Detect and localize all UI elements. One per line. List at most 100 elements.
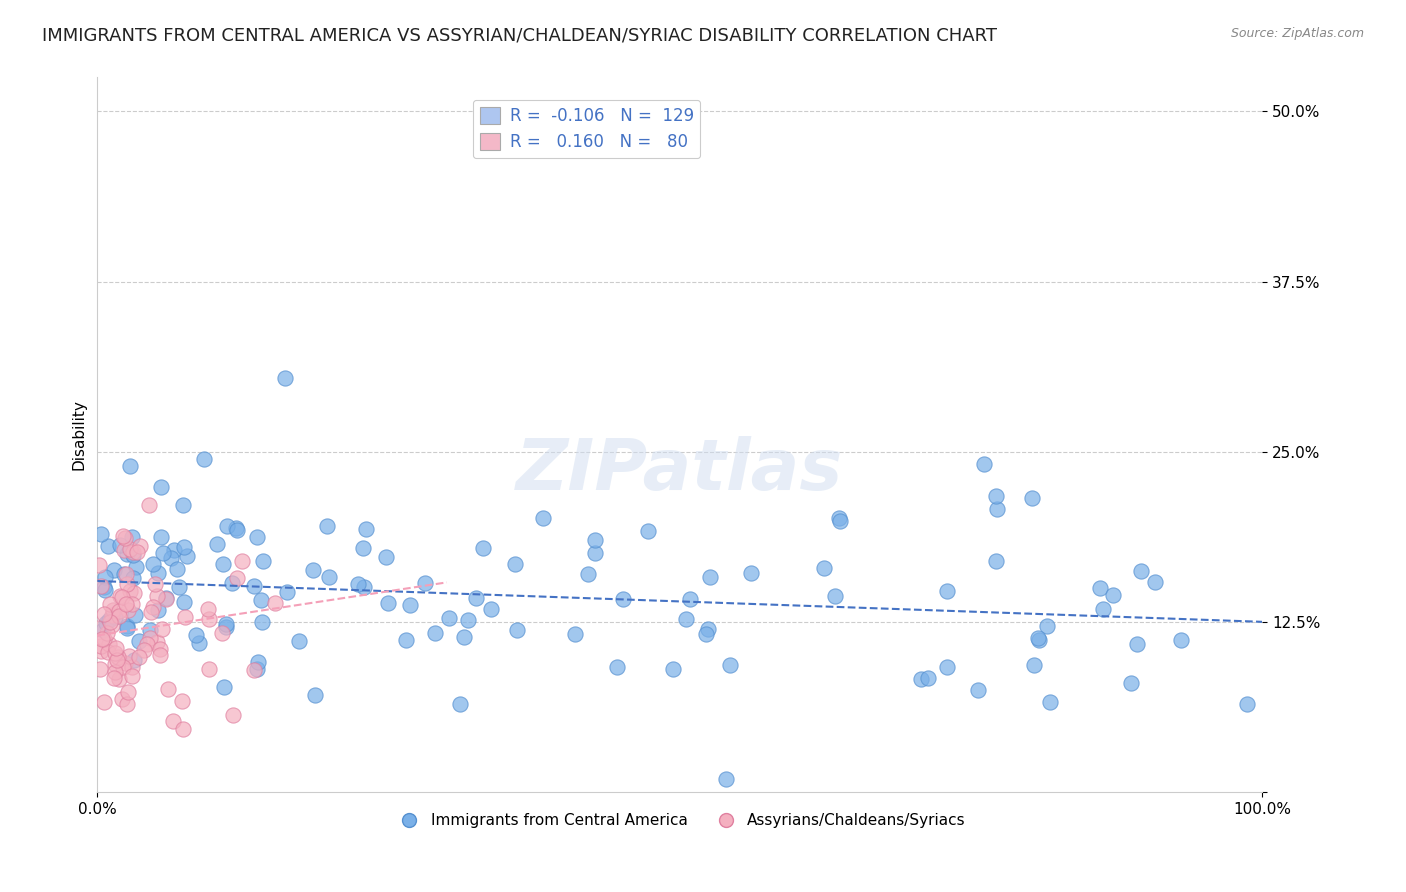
Point <box>585 533 607 547</box>
Point <box>118 649 141 664</box>
Point <box>139 605 162 619</box>
Point <box>160 550 183 565</box>
Point <box>1101 588 1123 602</box>
Point <box>576 567 599 582</box>
Text: IMMIGRANTS FROM CENTRAL AMERICA VS ASSYRIAN/CHALDEAN/SYRIAC DISABILITY CORRELATI: IMMIGRANTS FROM CENTRAL AMERICA VS ASSYR… <box>42 27 997 45</box>
Point <box>661 662 683 676</box>
Point <box>103 646 125 660</box>
Point <box>714 772 737 787</box>
Point <box>125 545 148 559</box>
Point <box>1021 491 1043 506</box>
Point <box>97 645 120 659</box>
Point <box>114 531 136 545</box>
Point <box>197 601 219 615</box>
Point <box>465 591 488 606</box>
Point <box>111 660 134 674</box>
Point <box>93 632 115 646</box>
Point <box>98 597 121 611</box>
Point <box>114 657 136 671</box>
Point <box>174 610 197 624</box>
Point <box>89 662 111 676</box>
Point <box>186 628 208 642</box>
Point <box>176 549 198 563</box>
Point <box>214 619 236 633</box>
Point <box>1090 581 1112 595</box>
Point <box>124 586 146 600</box>
Point <box>245 530 267 544</box>
Point <box>354 522 377 536</box>
Point <box>246 655 269 669</box>
Point <box>301 563 323 577</box>
Point <box>107 650 129 665</box>
Point <box>1130 564 1153 578</box>
Point <box>108 590 131 604</box>
Point <box>122 653 145 667</box>
Point <box>1039 695 1062 709</box>
Point <box>155 591 177 606</box>
Point <box>423 625 446 640</box>
Point <box>398 599 420 613</box>
Point <box>149 648 172 662</box>
Point <box>101 608 124 623</box>
Point <box>169 580 191 594</box>
Point <box>274 371 297 385</box>
Point <box>225 523 247 537</box>
Point <box>152 546 174 560</box>
Point <box>225 521 247 535</box>
Point <box>830 514 852 528</box>
Point <box>90 640 112 654</box>
Point <box>172 722 194 736</box>
Point <box>142 557 165 571</box>
Point <box>212 558 235 572</box>
Point <box>117 685 139 699</box>
Point <box>917 671 939 685</box>
Point <box>221 576 243 591</box>
Point <box>93 581 115 595</box>
Point <box>104 640 127 655</box>
Point <box>212 680 235 694</box>
Point <box>93 607 115 621</box>
Point <box>103 665 125 679</box>
Point <box>276 585 298 599</box>
Point <box>1026 631 1049 645</box>
Point <box>304 688 326 702</box>
Point <box>101 617 124 632</box>
Point <box>97 637 120 651</box>
Point <box>813 560 835 574</box>
Point <box>108 538 131 552</box>
Point <box>172 498 194 512</box>
Point <box>288 634 311 648</box>
Point <box>242 664 264 678</box>
Point <box>104 657 127 671</box>
Point <box>118 458 141 473</box>
Point <box>506 623 529 637</box>
Point <box>986 502 1008 516</box>
Y-axis label: Disability: Disability <box>72 400 86 470</box>
Point <box>111 691 134 706</box>
Point <box>695 627 717 641</box>
Point <box>122 571 145 585</box>
Point <box>250 592 273 607</box>
Point <box>103 563 125 577</box>
Point <box>1143 574 1166 589</box>
Point <box>984 553 1007 567</box>
Point <box>353 580 375 594</box>
Point <box>124 607 146 622</box>
Point <box>172 694 194 708</box>
Point <box>163 542 186 557</box>
Point <box>453 630 475 644</box>
Point <box>696 622 718 636</box>
Point <box>246 662 269 676</box>
Point <box>250 615 273 630</box>
Point <box>395 632 418 647</box>
Point <box>94 582 117 597</box>
Point <box>824 589 846 603</box>
Point <box>121 597 143 611</box>
Point <box>457 613 479 627</box>
Point <box>1170 632 1192 647</box>
Point <box>471 541 494 555</box>
Point <box>112 566 135 581</box>
Point <box>437 610 460 624</box>
Point <box>564 627 586 641</box>
Point <box>139 631 162 645</box>
